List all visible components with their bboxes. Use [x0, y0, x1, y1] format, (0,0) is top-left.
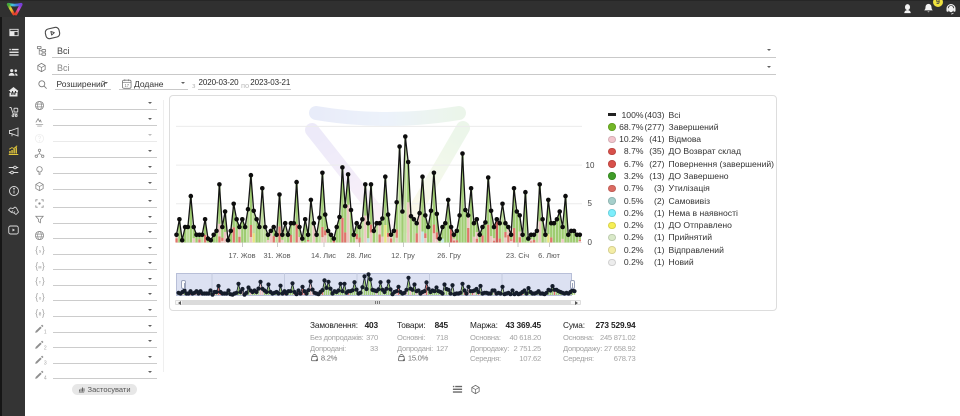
svg-text:₴: ₴ [39, 311, 42, 316]
svg-text:о: о [39, 295, 42, 300]
svg-text:4: 4 [44, 376, 47, 380]
svg-text:2: 2 [44, 345, 47, 349]
svg-text:s: s [39, 249, 42, 254]
svg-text:17: 17 [124, 83, 129, 88]
svg-text:3: 3 [44, 361, 47, 365]
svg-text:м: м [38, 264, 41, 269]
svg-text:1: 1 [44, 330, 47, 334]
svg-text:т: т [39, 280, 42, 285]
